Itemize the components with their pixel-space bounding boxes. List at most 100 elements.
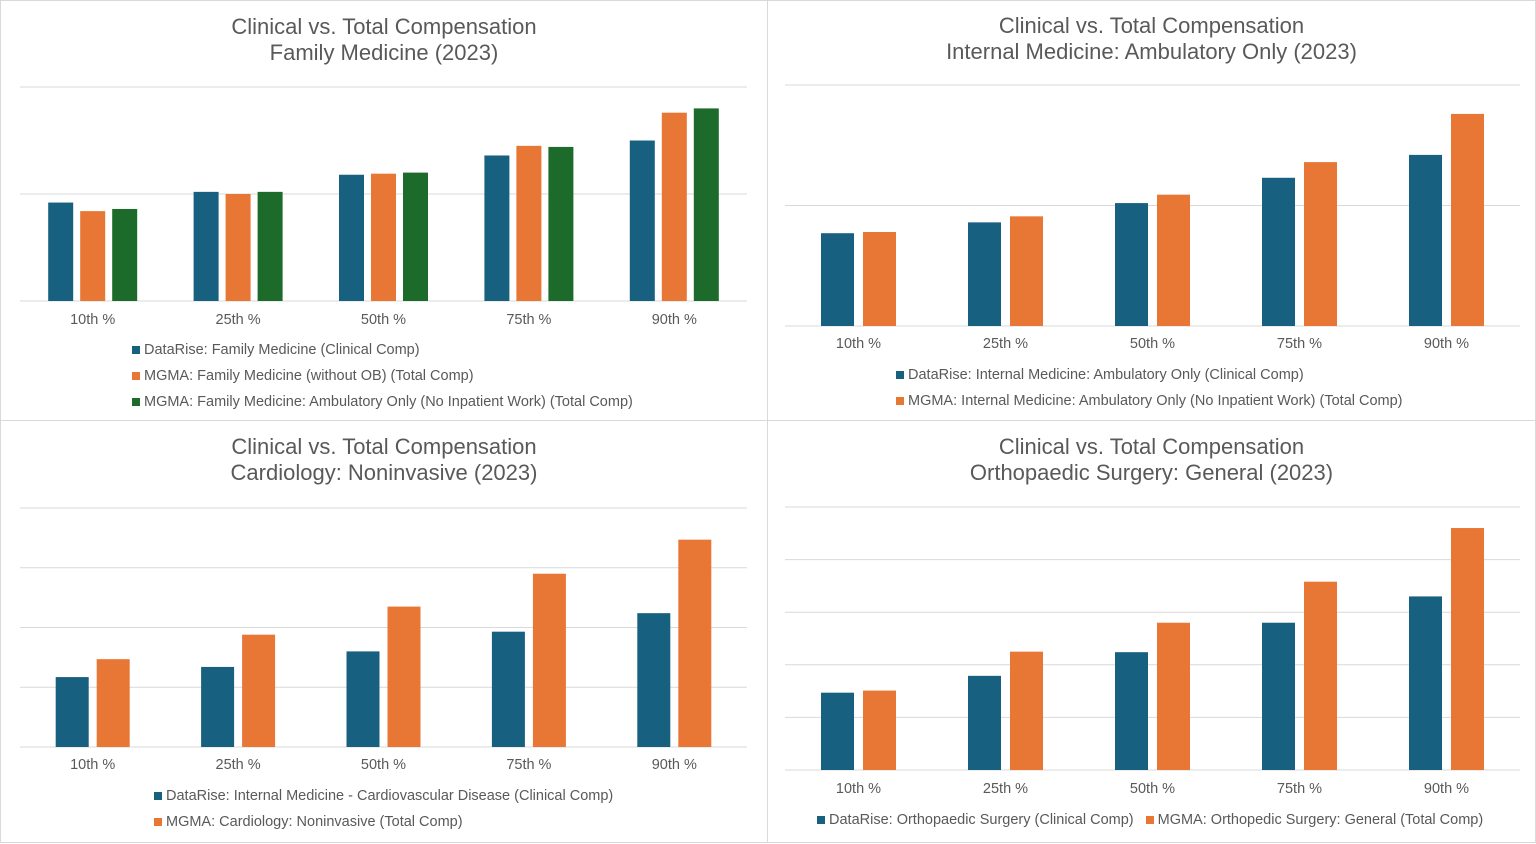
legend-swatch bbox=[132, 346, 140, 354]
bar-mgma bbox=[863, 232, 896, 326]
legend-item: DataRise: Internal Medicine: Ambulatory … bbox=[896, 362, 1403, 388]
chart-title-block: Clinical vs. Total Compensation Orthopae… bbox=[768, 434, 1535, 486]
bar-datarise bbox=[339, 174, 364, 301]
chart-subtitle: Orthopaedic Surgery: General (2023) bbox=[969, 460, 1334, 485]
chart-subtitle: Internal Medicine: Ambulatory Only (2023… bbox=[946, 39, 1357, 64]
legend-swatch bbox=[817, 816, 825, 824]
chart-title: Clinical vs. Total Compensation bbox=[998, 434, 1305, 459]
chart-subtitle: Family Medicine (2023) bbox=[269, 40, 499, 65]
bar-mgma bbox=[1010, 651, 1043, 770]
legend-label: MGMA: Family Medicine (without OB) (Tota… bbox=[144, 368, 474, 384]
legend-label: MGMA: Orthopedic Surgery: General (Total… bbox=[1157, 812, 1484, 828]
x-tick-label: 75th % bbox=[1277, 336, 1322, 352]
legend-label: DataRise: Orthopaedic Surgery (Clinical … bbox=[829, 812, 1134, 828]
legend-item: MGMA: Internal Medicine: Ambulatory Only… bbox=[896, 388, 1403, 414]
bar-datarise bbox=[1409, 154, 1442, 326]
bar-mgma bbox=[678, 539, 712, 747]
bar-mgma-ambulatory bbox=[257, 191, 283, 301]
chart-legend: DataRise: Internal Medicine - Cardiovasc… bbox=[154, 783, 613, 835]
x-tick-label: 50th % bbox=[1130, 781, 1175, 797]
bar-mgma bbox=[371, 173, 396, 301]
x-tick-label: 90th % bbox=[652, 312, 697, 328]
bar-datarise bbox=[193, 191, 219, 301]
x-tick-label: 75th % bbox=[506, 757, 551, 773]
chart-title-block: Clinical vs. Total Compensation Cardiolo… bbox=[1, 434, 767, 486]
bar-chart-internal-medicine: 10th % 25th % 50th % 75th % 90th % bbox=[785, 84, 1520, 352]
bar-datarise bbox=[968, 675, 1001, 770]
bar-mgma-ambulatory bbox=[693, 108, 719, 302]
legend-label: MGMA: Internal Medicine: Ambulatory Only… bbox=[908, 393, 1403, 409]
bar-mgma bbox=[387, 606, 421, 747]
chart-panel-family-medicine: Clinical vs. Total Compensation Family M… bbox=[0, 0, 768, 421]
bar-mgma bbox=[80, 211, 106, 301]
bar-datarise bbox=[346, 651, 380, 747]
x-tick-label: 25th % bbox=[983, 781, 1028, 797]
chart-title: Clinical vs. Total Compensation bbox=[231, 14, 537, 39]
legend-swatch bbox=[154, 818, 162, 826]
chart-title-block: Clinical vs. Total Compensation Internal… bbox=[768, 13, 1535, 65]
bar-datarise bbox=[637, 613, 671, 747]
legend-swatch bbox=[132, 372, 140, 380]
bar-mgma bbox=[1451, 528, 1484, 770]
bar-mgma bbox=[661, 112, 687, 302]
legend-label: DataRise: Internal Medicine: Ambulatory … bbox=[908, 367, 1304, 383]
legend-item: DataRise: Internal Medicine - Cardiovasc… bbox=[154, 783, 613, 809]
legend-item: MGMA: Cardiology: Noninvasive (Total Com… bbox=[154, 809, 613, 835]
bar-datarise bbox=[1115, 652, 1148, 770]
x-tick-label: 10th % bbox=[836, 781, 881, 797]
bar-mgma bbox=[242, 634, 276, 747]
chart-title-block: Clinical vs. Total Compensation Family M… bbox=[1, 14, 767, 66]
legend-item: MGMA: Family Medicine: Ambulatory Only (… bbox=[132, 389, 633, 415]
chart-panel-internal-medicine: Clinical vs. Total Compensation Internal… bbox=[767, 0, 1536, 421]
bar-chart-family-medicine: 10th % 25th % 50th % 75th % 90th % bbox=[20, 86, 747, 328]
bar-mgma-ambulatory bbox=[112, 208, 138, 301]
legend-label: MGMA: Cardiology: Noninvasive (Total Com… bbox=[166, 814, 463, 830]
x-tick-label: 90th % bbox=[652, 757, 697, 773]
bar-mgma bbox=[1157, 622, 1190, 770]
bar-datarise bbox=[48, 202, 74, 301]
chart-subtitle: Cardiology: Noninvasive (2023) bbox=[230, 460, 538, 485]
chart-panel-orthopaedic: Clinical vs. Total Compensation Orthopae… bbox=[767, 420, 1536, 843]
bar-datarise bbox=[1115, 203, 1148, 326]
bar-mgma bbox=[1010, 216, 1043, 326]
legend-item: MGMA: Orthopedic Surgery: General (Total… bbox=[1145, 807, 1484, 833]
legend-swatch bbox=[154, 792, 162, 800]
bar-chart-orthopaedic: 10th % 25th % 50th % 75th % 90th % bbox=[785, 506, 1520, 797]
bar-mgma-ambulatory bbox=[548, 146, 574, 301]
legend-swatch bbox=[1145, 816, 1154, 824]
legend-swatch bbox=[896, 397, 904, 405]
bar-mgma-ambulatory bbox=[403, 172, 428, 301]
bar-datarise bbox=[201, 666, 235, 747]
bar-datarise bbox=[484, 155, 510, 301]
chart-title: Clinical vs. Total Compensation bbox=[231, 434, 537, 459]
bar-datarise bbox=[1262, 622, 1295, 770]
x-tick-label: 10th % bbox=[836, 336, 881, 352]
legend-item: DataRise: Orthopaedic Surgery (Clinical … bbox=[817, 807, 1134, 833]
bar-datarise bbox=[1262, 177, 1295, 326]
chart-legend: DataRise: Orthopaedic Surgery (Clinical … bbox=[817, 807, 1495, 833]
legend-label: DataRise: Family Medicine (Clinical Comp… bbox=[144, 342, 420, 358]
bar-mgma bbox=[1304, 162, 1337, 326]
x-tick-label: 50th % bbox=[361, 312, 406, 328]
legend-item: DataRise: Family Medicine (Clinical Comp… bbox=[132, 337, 633, 363]
bar-datarise bbox=[629, 140, 655, 301]
bar-datarise bbox=[821, 233, 854, 326]
chart-legend: DataRise: Internal Medicine: Ambulatory … bbox=[896, 362, 1403, 414]
chart-panel-cardiology: Clinical vs. Total Compensation Cardiolo… bbox=[0, 420, 768, 843]
x-tick-label: 10th % bbox=[70, 312, 115, 328]
legend-swatch bbox=[132, 398, 140, 406]
bar-mgma bbox=[1451, 113, 1484, 326]
legend-label: DataRise: Internal Medicine - Cardiovasc… bbox=[166, 788, 614, 804]
bar-datarise bbox=[55, 677, 89, 747]
bar-datarise bbox=[1409, 596, 1442, 770]
x-tick-label: 25th % bbox=[216, 757, 261, 773]
chart-legend: DataRise: Family Medicine (Clinical Comp… bbox=[132, 337, 633, 415]
legend-item: MGMA: Family Medicine (without OB) (Tota… bbox=[132, 363, 633, 389]
bar-mgma bbox=[516, 145, 542, 301]
x-tick-label: 75th % bbox=[1277, 781, 1322, 797]
x-tick-label: 25th % bbox=[983, 336, 1028, 352]
bar-chart-cardiology: 10th % 25th % 50th % 75th % 90th % bbox=[20, 507, 747, 773]
bar-mgma bbox=[532, 573, 566, 747]
x-tick-label: 50th % bbox=[361, 757, 406, 773]
